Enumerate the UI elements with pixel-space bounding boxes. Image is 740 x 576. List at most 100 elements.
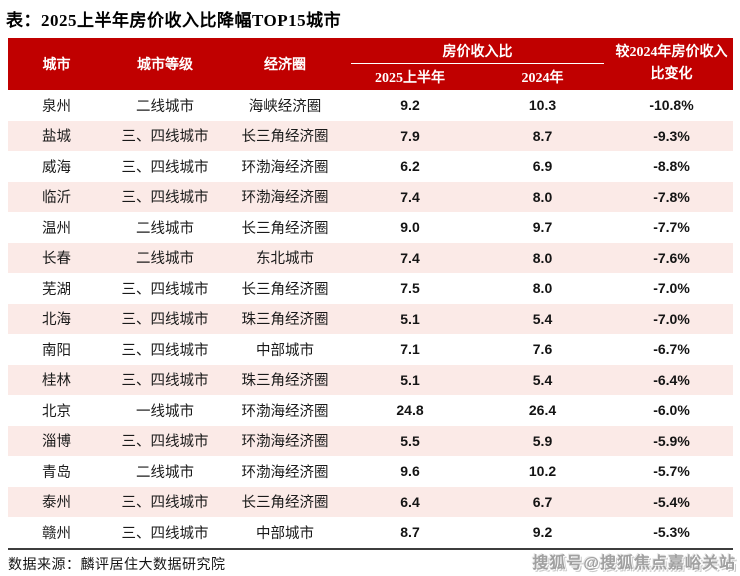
cell-city: 青岛 — [42, 464, 71, 481]
cell-region: 珠三角经济圈 — [241, 373, 329, 390]
cell-ratio-2024: 10.2 — [528, 463, 557, 480]
table-row: 临沂 三、四线城市 环渤海经济圈 7.4 8.0 -7.8% — [8, 181, 733, 212]
cell-tier: 三、四线城市 — [121, 434, 209, 451]
table-row: 泉州 二线城市 海峡经济圈 9.2 10.3 -10.8% — [8, 90, 733, 121]
table-row: 芜湖 三、四线城市 长三角经济圈 7.5 8.0 -7.0% — [8, 273, 733, 304]
cell-ratio-2025h1: 6.4 — [400, 493, 420, 510]
cell-ratio-2024: 5.9 — [532, 432, 553, 449]
column-header-region: 经济圈 — [264, 58, 306, 73]
cell-tier: 二线城市 — [136, 464, 194, 481]
cell-ratio-2024: 6.7 — [532, 493, 553, 510]
cell-region: 长三角经济圈 — [241, 495, 329, 512]
cell-city: 北京 — [42, 403, 71, 420]
cell-city: 桂林 — [42, 373, 71, 390]
cell-ratio-2025h1: 8.7 — [400, 524, 420, 541]
cell-region: 中部城市 — [256, 342, 314, 359]
cell-ratio-2025h1: 5.1 — [400, 371, 420, 388]
cell-ratio-2025h1: 9.6 — [400, 463, 420, 480]
cell-ratio-2024: 10.3 — [528, 97, 557, 114]
cell-ratio-2024: 8.0 — [532, 188, 553, 205]
cell-change-pct: -7.8% — [653, 188, 690, 205]
cell-ratio-2024: 7.6 — [532, 341, 553, 358]
cell-ratio-2024: 9.7 — [532, 219, 553, 236]
cell-city: 盐城 — [42, 129, 71, 146]
cell-change-pct: -9.3% — [653, 127, 690, 144]
cell-tier: 三、四线城市 — [121, 312, 209, 329]
cell-tier: 一线城市 — [136, 403, 194, 420]
table-row: 温州 二线城市 长三角经济圈 9.0 9.7 -7.7% — [8, 212, 733, 243]
cell-city: 威海 — [42, 159, 71, 176]
cell-change-pct: -8.8% — [653, 158, 690, 175]
table-row: 盐城 三、四线城市 长三角经济圈 7.9 8.7 -9.3% — [8, 120, 733, 151]
cell-region: 中部城市 — [256, 525, 314, 542]
column-header-change: 较2024年房价收入比变化 — [610, 38, 733, 90]
cell-ratio-2024: 9.2 — [532, 524, 553, 541]
table-row: 长春 二线城市 东北城市 7.4 8.0 -7.6% — [8, 242, 733, 273]
cell-ratio-2025h1: 9.2 — [400, 97, 420, 114]
column-group-header-ratio: 房价收入比 — [345, 38, 610, 64]
price-income-ratio-table: 城市 城市等级 经济圈 房价收入比 2025上半年 2024年 较2024年房价… — [8, 38, 733, 550]
column-header-tier: 城市等级 — [137, 58, 193, 73]
cell-city: 北海 — [42, 312, 71, 329]
table-body: 泉州 二线城市 海峡经济圈 9.2 10.3 -10.8% 盐城 三、四线城市 … — [8, 90, 733, 548]
cell-tier: 二线城市 — [136, 98, 194, 115]
cell-tier: 三、四线城市 — [121, 129, 209, 146]
cell-region: 长三角经济圈 — [241, 220, 329, 237]
cell-tier: 三、四线城市 — [121, 525, 209, 542]
table-row: 北海 三、四线城市 珠三角经济圈 5.1 5.4 -7.0% — [8, 303, 733, 334]
cell-ratio-2024: 8.0 — [532, 280, 553, 297]
table-row: 桂林 三、四线城市 珠三角经济圈 5.1 5.4 -6.4% — [8, 364, 733, 395]
cell-tier: 二线城市 — [136, 251, 194, 268]
cell-change-pct: -5.4% — [653, 493, 690, 510]
table-header: 城市 城市等级 经济圈 房价收入比 2025上半年 2024年 较2024年房价… — [8, 38, 733, 90]
cell-region: 东北城市 — [256, 251, 314, 268]
cell-city: 长春 — [42, 251, 71, 268]
cell-change-pct: -5.7% — [653, 463, 690, 480]
cell-tier: 三、四线城市 — [121, 159, 209, 176]
table-row: 威海 三、四线城市 环渤海经济圈 6.2 6.9 -8.8% — [8, 151, 733, 182]
cell-region: 珠三角经济圈 — [241, 312, 329, 329]
cell-region: 环渤海经济圈 — [241, 403, 329, 420]
cell-region: 长三角经济圈 — [241, 281, 329, 298]
cell-ratio-2025h1: 7.5 — [400, 280, 420, 297]
cell-region: 环渤海经济圈 — [241, 159, 329, 176]
cell-ratio-2025h1: 7.9 — [400, 127, 420, 144]
cell-change-pct: -6.0% — [653, 402, 690, 419]
cell-change-pct: -7.6% — [653, 249, 690, 266]
cell-change-pct: -10.8% — [649, 97, 694, 114]
cell-tier: 三、四线城市 — [121, 495, 209, 512]
cell-ratio-2025h1: 7.1 — [400, 341, 420, 358]
cell-change-pct: -7.0% — [653, 310, 690, 327]
cell-ratio-2024: 26.4 — [528, 402, 557, 419]
table-row: 泰州 三、四线城市 长三角经济圈 6.4 6.7 -5.4% — [8, 486, 733, 517]
data-source-note: 数据来源：麟评居住大数据研究院 — [8, 558, 226, 573]
cell-city: 临沂 — [42, 190, 71, 207]
cell-tier: 二线城市 — [136, 220, 194, 237]
cell-tier: 三、四线城市 — [121, 190, 209, 207]
cell-change-pct: -7.7% — [653, 219, 690, 236]
cell-city: 温州 — [42, 220, 71, 237]
cell-change-pct: -6.4% — [653, 371, 690, 388]
column-header-2025h1: 2025上半年 — [375, 71, 445, 86]
cell-ratio-2025h1: 6.2 — [400, 158, 420, 175]
column-header-city: 城市 — [42, 58, 71, 73]
table-row: 南阳 三、四线城市 中部城市 7.1 7.6 -6.7% — [8, 334, 733, 365]
column-header-change-label: 较2024年房价收入比变化 — [615, 45, 728, 82]
cell-region: 环渤海经济圈 — [241, 434, 329, 451]
cell-region: 长三角经济圈 — [241, 129, 329, 146]
cell-city: 泉州 — [42, 98, 71, 115]
cell-region: 环渤海经济圈 — [241, 464, 329, 481]
cell-city: 芜湖 — [42, 281, 71, 298]
table-row: 赣州 三、四线城市 中部城市 8.7 9.2 -5.3% — [8, 517, 733, 548]
cell-city: 泰州 — [42, 495, 71, 512]
cell-city: 赣州 — [42, 525, 71, 542]
cell-ratio-2025h1: 7.4 — [400, 249, 420, 266]
cell-change-pct: -5.3% — [653, 524, 690, 541]
cell-region: 海峡经济圈 — [248, 98, 322, 115]
cell-change-pct: -7.0% — [653, 280, 690, 297]
cell-region: 环渤海经济圈 — [241, 190, 329, 207]
cell-city: 淄博 — [42, 434, 71, 451]
cell-city: 南阳 — [42, 342, 71, 359]
cell-ratio-2024: 5.4 — [532, 310, 553, 327]
cell-ratio-2024: 8.0 — [532, 249, 553, 266]
